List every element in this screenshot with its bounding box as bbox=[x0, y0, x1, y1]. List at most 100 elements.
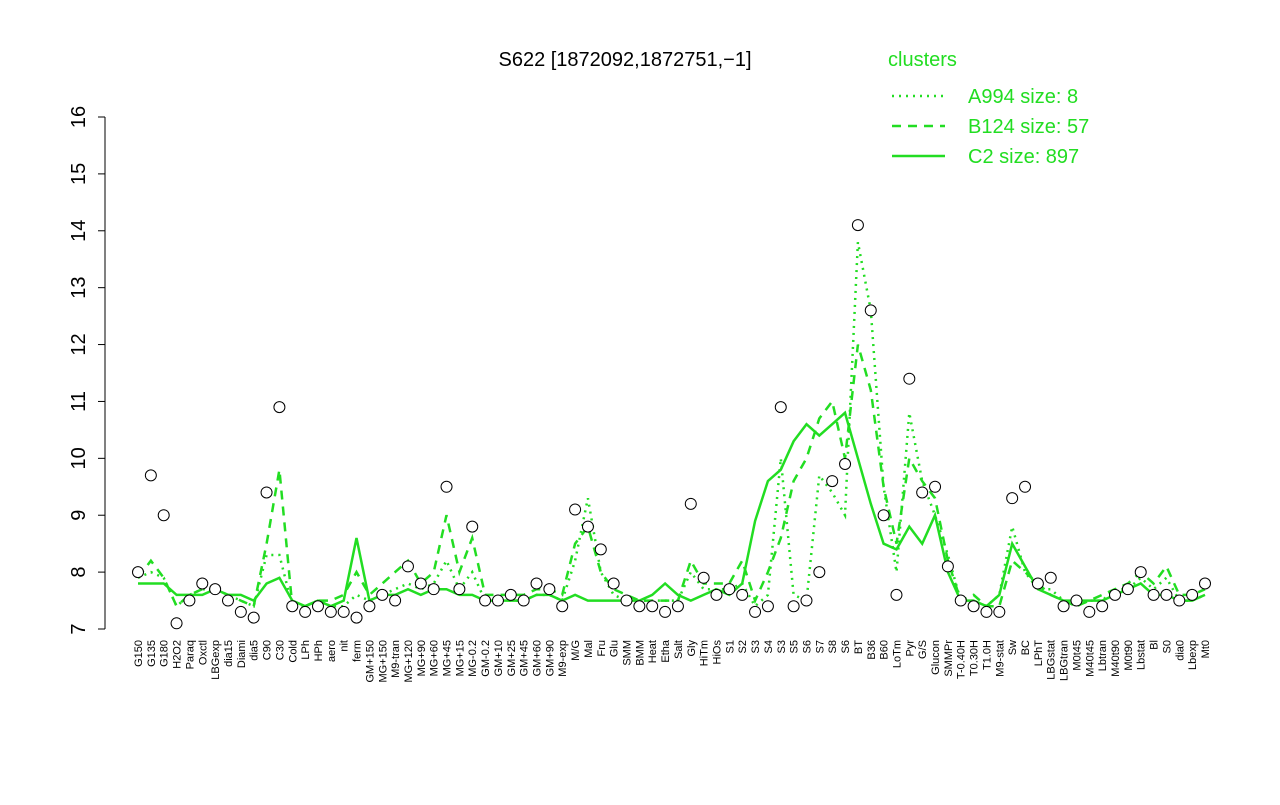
data-point bbox=[774, 401, 787, 414]
data-point bbox=[157, 509, 170, 522]
x-tick-label: S2 bbox=[737, 640, 749, 653]
x-tick-label: M40t90 bbox=[1110, 640, 1122, 677]
data-point bbox=[736, 588, 749, 601]
data-point bbox=[363, 600, 376, 613]
x-tick-label: GM+150 bbox=[364, 640, 376, 683]
x-tick-label: S5 bbox=[789, 640, 801, 653]
x-tick-label: MG+90 bbox=[416, 640, 428, 676]
x-tick-label: G135 bbox=[146, 640, 158, 667]
series-line bbox=[137, 344, 1206, 609]
x-tick-label: dia15 bbox=[223, 640, 235, 667]
x-tick-label: S8 bbox=[827, 640, 839, 653]
data-point bbox=[633, 600, 646, 613]
data-point bbox=[440, 480, 453, 493]
data-point bbox=[1121, 583, 1134, 596]
data-point bbox=[324, 605, 337, 618]
data-point bbox=[376, 588, 389, 601]
x-tick-label: MG+15 bbox=[454, 640, 466, 676]
x-tick-label: LPhT bbox=[1033, 640, 1045, 667]
x-tick-label: LPh bbox=[300, 640, 312, 660]
y-tick-label: 11 bbox=[68, 391, 90, 412]
data-point bbox=[337, 605, 350, 618]
y-tick-label: 14 bbox=[68, 220, 90, 242]
data-point bbox=[1031, 577, 1044, 590]
x-tick-label: M/G bbox=[570, 640, 582, 661]
data-point bbox=[132, 566, 144, 579]
data-point bbox=[877, 509, 890, 522]
x-tick-label: G150 bbox=[133, 640, 145, 667]
x-tick-label: S4 bbox=[763, 640, 775, 653]
y-tick-label: 7 bbox=[68, 623, 90, 634]
data-point bbox=[299, 605, 312, 618]
x-tick-label: aero bbox=[326, 640, 338, 662]
y-tick-label: 13 bbox=[68, 277, 90, 299]
data-point bbox=[196, 577, 209, 590]
x-tick-label: Lbexp bbox=[1187, 640, 1199, 670]
x-tick-label: Fru bbox=[596, 640, 608, 657]
legend-label: A994 size: 8 bbox=[968, 86, 1078, 108]
x-tick-label: HiTm bbox=[699, 640, 711, 666]
y-tick-label: 8 bbox=[68, 567, 90, 578]
x-tick-label: GM+10 bbox=[493, 640, 505, 676]
data-point bbox=[813, 566, 826, 579]
data-point bbox=[659, 605, 672, 618]
data-point bbox=[221, 594, 234, 607]
y-tick-label: 12 bbox=[68, 333, 90, 355]
x-tick-label: BT bbox=[853, 640, 865, 654]
data-point bbox=[170, 617, 183, 630]
x-tick-label: LBGexp bbox=[210, 640, 222, 680]
data-point bbox=[1160, 588, 1173, 601]
legend-label: B124 size: 57 bbox=[968, 116, 1089, 138]
data-point bbox=[800, 594, 813, 607]
data-point bbox=[1134, 566, 1147, 579]
x-tick-label: S3 bbox=[776, 640, 788, 653]
x-tick-label: Cold bbox=[287, 640, 299, 663]
x-tick-label: Lbstat bbox=[1136, 640, 1148, 670]
x-tick-label: S6 bbox=[801, 640, 813, 653]
x-tick-label: GM-0.2 bbox=[480, 640, 492, 677]
data-point bbox=[517, 594, 530, 607]
data-point bbox=[1083, 605, 1096, 618]
x-tick-label: SMMPr bbox=[943, 640, 955, 677]
data-point bbox=[260, 486, 273, 499]
data-point bbox=[1147, 588, 1160, 601]
data-point bbox=[723, 583, 736, 596]
x-tick-label: M40t45 bbox=[1084, 640, 1096, 677]
data-point bbox=[581, 520, 594, 533]
x-tick-label: G/S bbox=[917, 640, 929, 659]
x-tick-label: MG+150 bbox=[377, 640, 389, 683]
x-tick-label: T1.0H bbox=[981, 640, 993, 670]
data-point bbox=[1006, 492, 1019, 505]
data-point bbox=[890, 588, 903, 601]
data-point bbox=[864, 304, 877, 317]
data-point bbox=[479, 594, 492, 607]
x-tick-label: GM+25 bbox=[506, 640, 518, 676]
x-tick-label: GM+90 bbox=[544, 640, 556, 676]
data-point bbox=[646, 600, 659, 613]
x-tick-label: HiOs bbox=[711, 640, 723, 665]
x-tick-label: Salt bbox=[673, 640, 685, 659]
data-point bbox=[1044, 571, 1057, 584]
data-point bbox=[350, 611, 363, 624]
data-point bbox=[941, 560, 954, 573]
x-tick-label: dia0 bbox=[1174, 640, 1186, 661]
x-tick-label: Heat bbox=[647, 640, 659, 663]
data-point bbox=[1096, 600, 1109, 613]
x-tick-label: dia5 bbox=[249, 640, 261, 661]
x-tick-label: Glucon bbox=[930, 640, 942, 675]
data-point bbox=[183, 594, 196, 607]
x-tick-label: Etha bbox=[660, 639, 672, 663]
data-point bbox=[620, 594, 633, 607]
data-point bbox=[556, 600, 569, 613]
y-tick-label: 15 bbox=[68, 163, 90, 185]
x-tick-label: G180 bbox=[159, 640, 171, 667]
data-point bbox=[311, 600, 324, 613]
x-tick-label: Lbtran bbox=[1097, 640, 1109, 671]
x-tick-label: M0t45 bbox=[1071, 640, 1083, 671]
data-point bbox=[427, 583, 440, 596]
data-point bbox=[401, 560, 414, 573]
x-tick-label: T-0.40H bbox=[956, 640, 968, 679]
x-tick-label: LoTm bbox=[891, 640, 903, 668]
y-tick-label: 10 bbox=[68, 447, 90, 469]
